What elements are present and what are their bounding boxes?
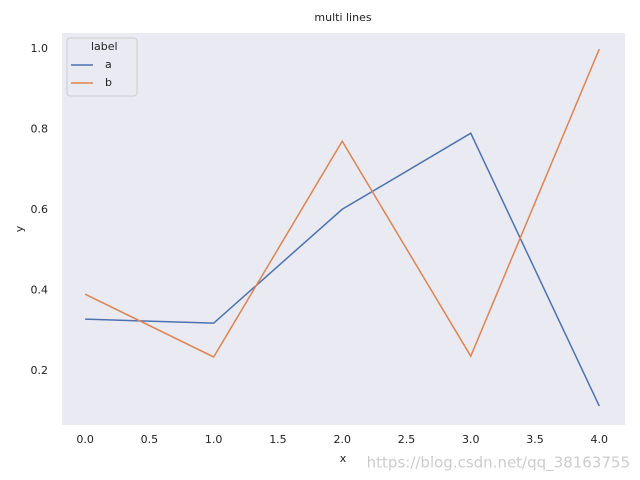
legend-box <box>66 37 138 97</box>
y-axis-label: y <box>13 225 26 232</box>
plot-area <box>62 33 625 425</box>
x-tick-label: 0.0 <box>76 433 94 446</box>
y-tick-label: 0.6 <box>31 203 49 216</box>
x-axis-label: x <box>340 452 347 465</box>
legend-label: a <box>105 58 112 71</box>
line-series <box>85 132 600 407</box>
x-tick-label: 2.0 <box>333 433 351 446</box>
watermark: https://blog.csdn.net/qq_38163755 <box>367 454 630 473</box>
chart-title: multi lines <box>314 11 371 24</box>
x-tick-label: 1.0 <box>205 433 223 446</box>
y-tick-label: 0.4 <box>31 284 49 297</box>
legend-title: label <box>91 40 118 53</box>
x-tick-label: 3.5 <box>526 433 544 446</box>
legend-label: b <box>105 76 112 89</box>
y-tick-label: 1.0 <box>31 42 49 55</box>
x-tick-label: 0.5 <box>141 433 159 446</box>
x-tick-label: 1.5 <box>269 433 287 446</box>
y-tick-label: 0.8 <box>31 123 49 136</box>
x-tick-label: 2.5 <box>398 433 416 446</box>
y-tick-label: 0.2 <box>31 364 49 377</box>
line-series <box>84 48 600 358</box>
x-tick-label: 3.0 <box>462 433 480 446</box>
x-tick-label: 4.0 <box>591 433 609 446</box>
